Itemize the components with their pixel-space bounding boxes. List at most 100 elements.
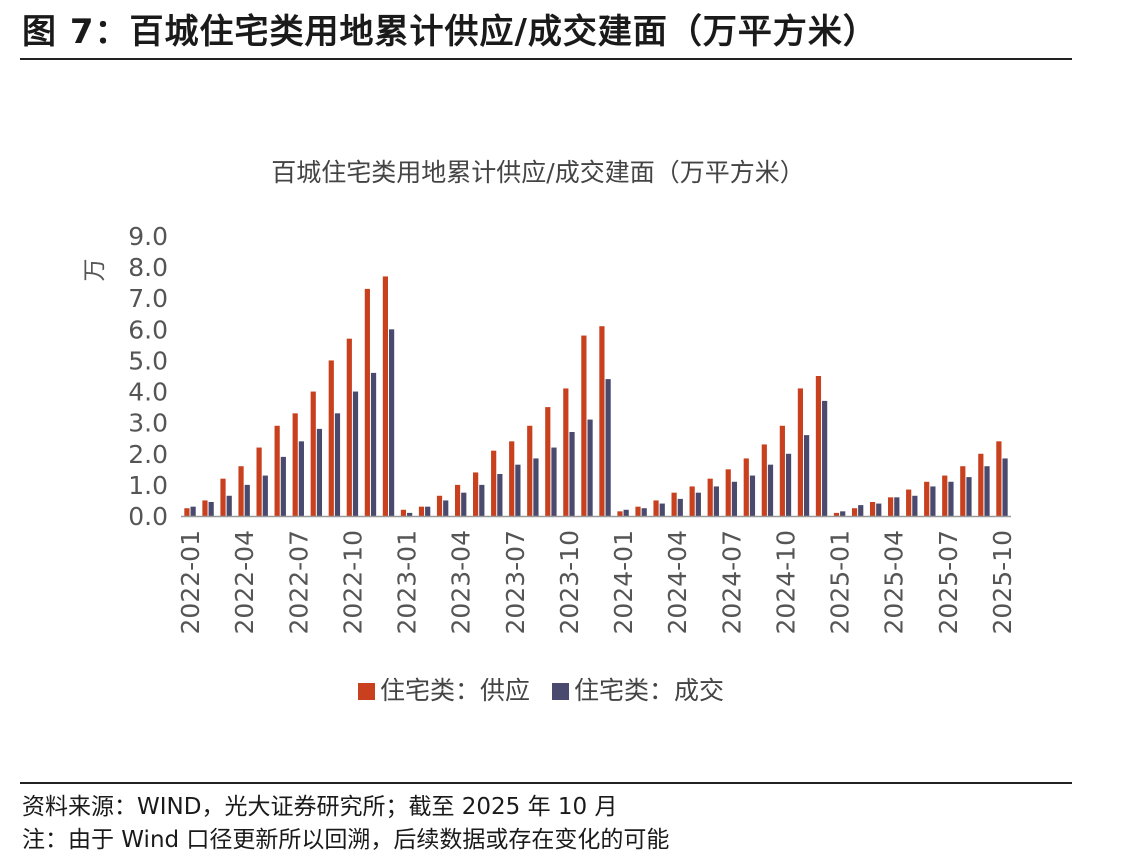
supply-bar	[779, 425, 785, 516]
supply-bar	[328, 360, 334, 516]
deal-bar	[298, 441, 304, 516]
supply-bar	[797, 388, 803, 516]
deal-bar	[190, 506, 196, 516]
supply-bar	[725, 469, 731, 516]
deal-bar	[858, 505, 864, 516]
supply-bar	[635, 506, 641, 516]
y-axis-ticks: 0.01.02.03.04.0 5.06.07.08.09.0	[128, 222, 168, 531]
y-tick-label: 9.0	[128, 222, 168, 251]
deal-bar	[659, 503, 665, 516]
deal-bar	[804, 435, 810, 516]
deal-bar	[695, 492, 701, 516]
deal-bar	[316, 428, 323, 516]
deal-bar	[425, 506, 431, 516]
x-tick-label: 2023-10	[555, 530, 584, 634]
supply-bar	[924, 481, 930, 516]
supply-bar	[617, 511, 623, 516]
x-tick-label: 2024-04	[663, 530, 692, 634]
y-tick-label: 6.0	[128, 315, 168, 344]
supply-bar	[184, 508, 190, 516]
supply-bar	[346, 338, 352, 516]
deal-bar	[515, 464, 521, 516]
deal-bar	[785, 453, 792, 516]
supply-bar	[454, 484, 461, 516]
bars-group	[184, 276, 1008, 516]
x-tick-label: 2023-04	[447, 530, 476, 634]
deal-bar	[389, 329, 395, 516]
supply-bar	[581, 335, 587, 516]
supply-bar	[707, 478, 713, 516]
deal-bar	[876, 503, 882, 516]
y-axis-label: 万	[82, 259, 108, 282]
supply-bar	[382, 276, 388, 516]
supply-bar	[689, 486, 695, 516]
supply-bar	[274, 425, 280, 516]
supply-bar	[202, 500, 208, 516]
deal-bar	[677, 498, 683, 516]
legend-label-supply: 住宅类：供应	[380, 676, 530, 705]
deal-bar	[262, 475, 268, 516]
supply-bar	[761, 444, 767, 516]
supply-bar	[220, 478, 226, 516]
x-tick-label: 2024-07	[717, 530, 746, 634]
supply-bar	[671, 492, 677, 516]
x-tick-label: 2022-10	[338, 530, 367, 634]
deal-bar	[352, 391, 359, 516]
deal-bar	[840, 511, 846, 516]
legend: 住宅类：供应 住宅类：成交	[358, 676, 724, 705]
deal-bar	[407, 512, 413, 516]
bar-chart: 百城住宅类用地累计供应/成交建面（万平方米） 万 0.01.02.03.04.0…	[82, 158, 1017, 705]
source-note: 资料来源：WIND，光大证券研究所；截至 2025 年 10 月	[22, 794, 618, 820]
deal-bar	[948, 481, 954, 516]
supply-bar	[418, 506, 425, 516]
bottom-rule	[20, 782, 1072, 784]
supply-bar	[563, 388, 569, 516]
x-tick-label: 2023-07	[501, 530, 530, 634]
deal-bar	[984, 466, 990, 516]
x-tick-label: 2022-01	[176, 530, 205, 634]
deal-bar	[479, 484, 485, 516]
supply-bar	[436, 495, 443, 516]
x-tick-label: 2025-01	[826, 530, 855, 634]
deal-bar	[443, 500, 449, 516]
deal-bar	[587, 419, 593, 516]
supply-bar	[256, 447, 262, 516]
supply-bar	[599, 326, 605, 516]
x-tick-label: 2025-07	[934, 530, 963, 634]
legend-swatch-supply	[358, 683, 375, 700]
deal-bar	[244, 484, 250, 516]
deal-bar	[641, 508, 647, 516]
deal-bar	[569, 432, 575, 516]
y-tick-label: 3.0	[128, 409, 168, 438]
deal-bar	[533, 458, 539, 516]
y-tick-label: 7.0	[128, 284, 168, 313]
y-tick-label: 5.0	[128, 346, 168, 375]
x-tick-label: 2025-04	[880, 530, 909, 634]
supply-bar	[815, 376, 822, 516]
deal-bar	[623, 509, 629, 516]
legend-swatch-deal	[552, 683, 569, 700]
supply-bar	[473, 472, 479, 516]
supply-bar	[292, 413, 298, 516]
supply-bar	[527, 425, 533, 516]
supply-bar	[545, 407, 551, 516]
deal-bar	[822, 400, 828, 516]
deal-bar	[551, 447, 557, 516]
supply-bar	[364, 288, 370, 516]
deal-bar	[370, 372, 377, 516]
deal-bar	[966, 477, 972, 516]
footnote: 注：由于 Wind 口径更新所以回溯，后续数据或存在变化的可能	[22, 827, 670, 853]
supply-bar	[491, 450, 497, 516]
y-tick-label: 1.0	[128, 471, 168, 500]
deal-bar	[280, 456, 286, 516]
deal-bar	[894, 497, 900, 516]
y-tick-label: 4.0	[128, 378, 168, 407]
supply-bar	[942, 475, 948, 516]
top-rule	[20, 58, 1072, 60]
supply-bar	[906, 489, 912, 516]
supply-bar	[996, 441, 1002, 516]
x-tick-label: 2022-04	[230, 530, 259, 634]
deal-bar	[605, 379, 611, 516]
deal-bar	[930, 486, 936, 516]
x-tick-label: 2024-01	[609, 530, 638, 634]
